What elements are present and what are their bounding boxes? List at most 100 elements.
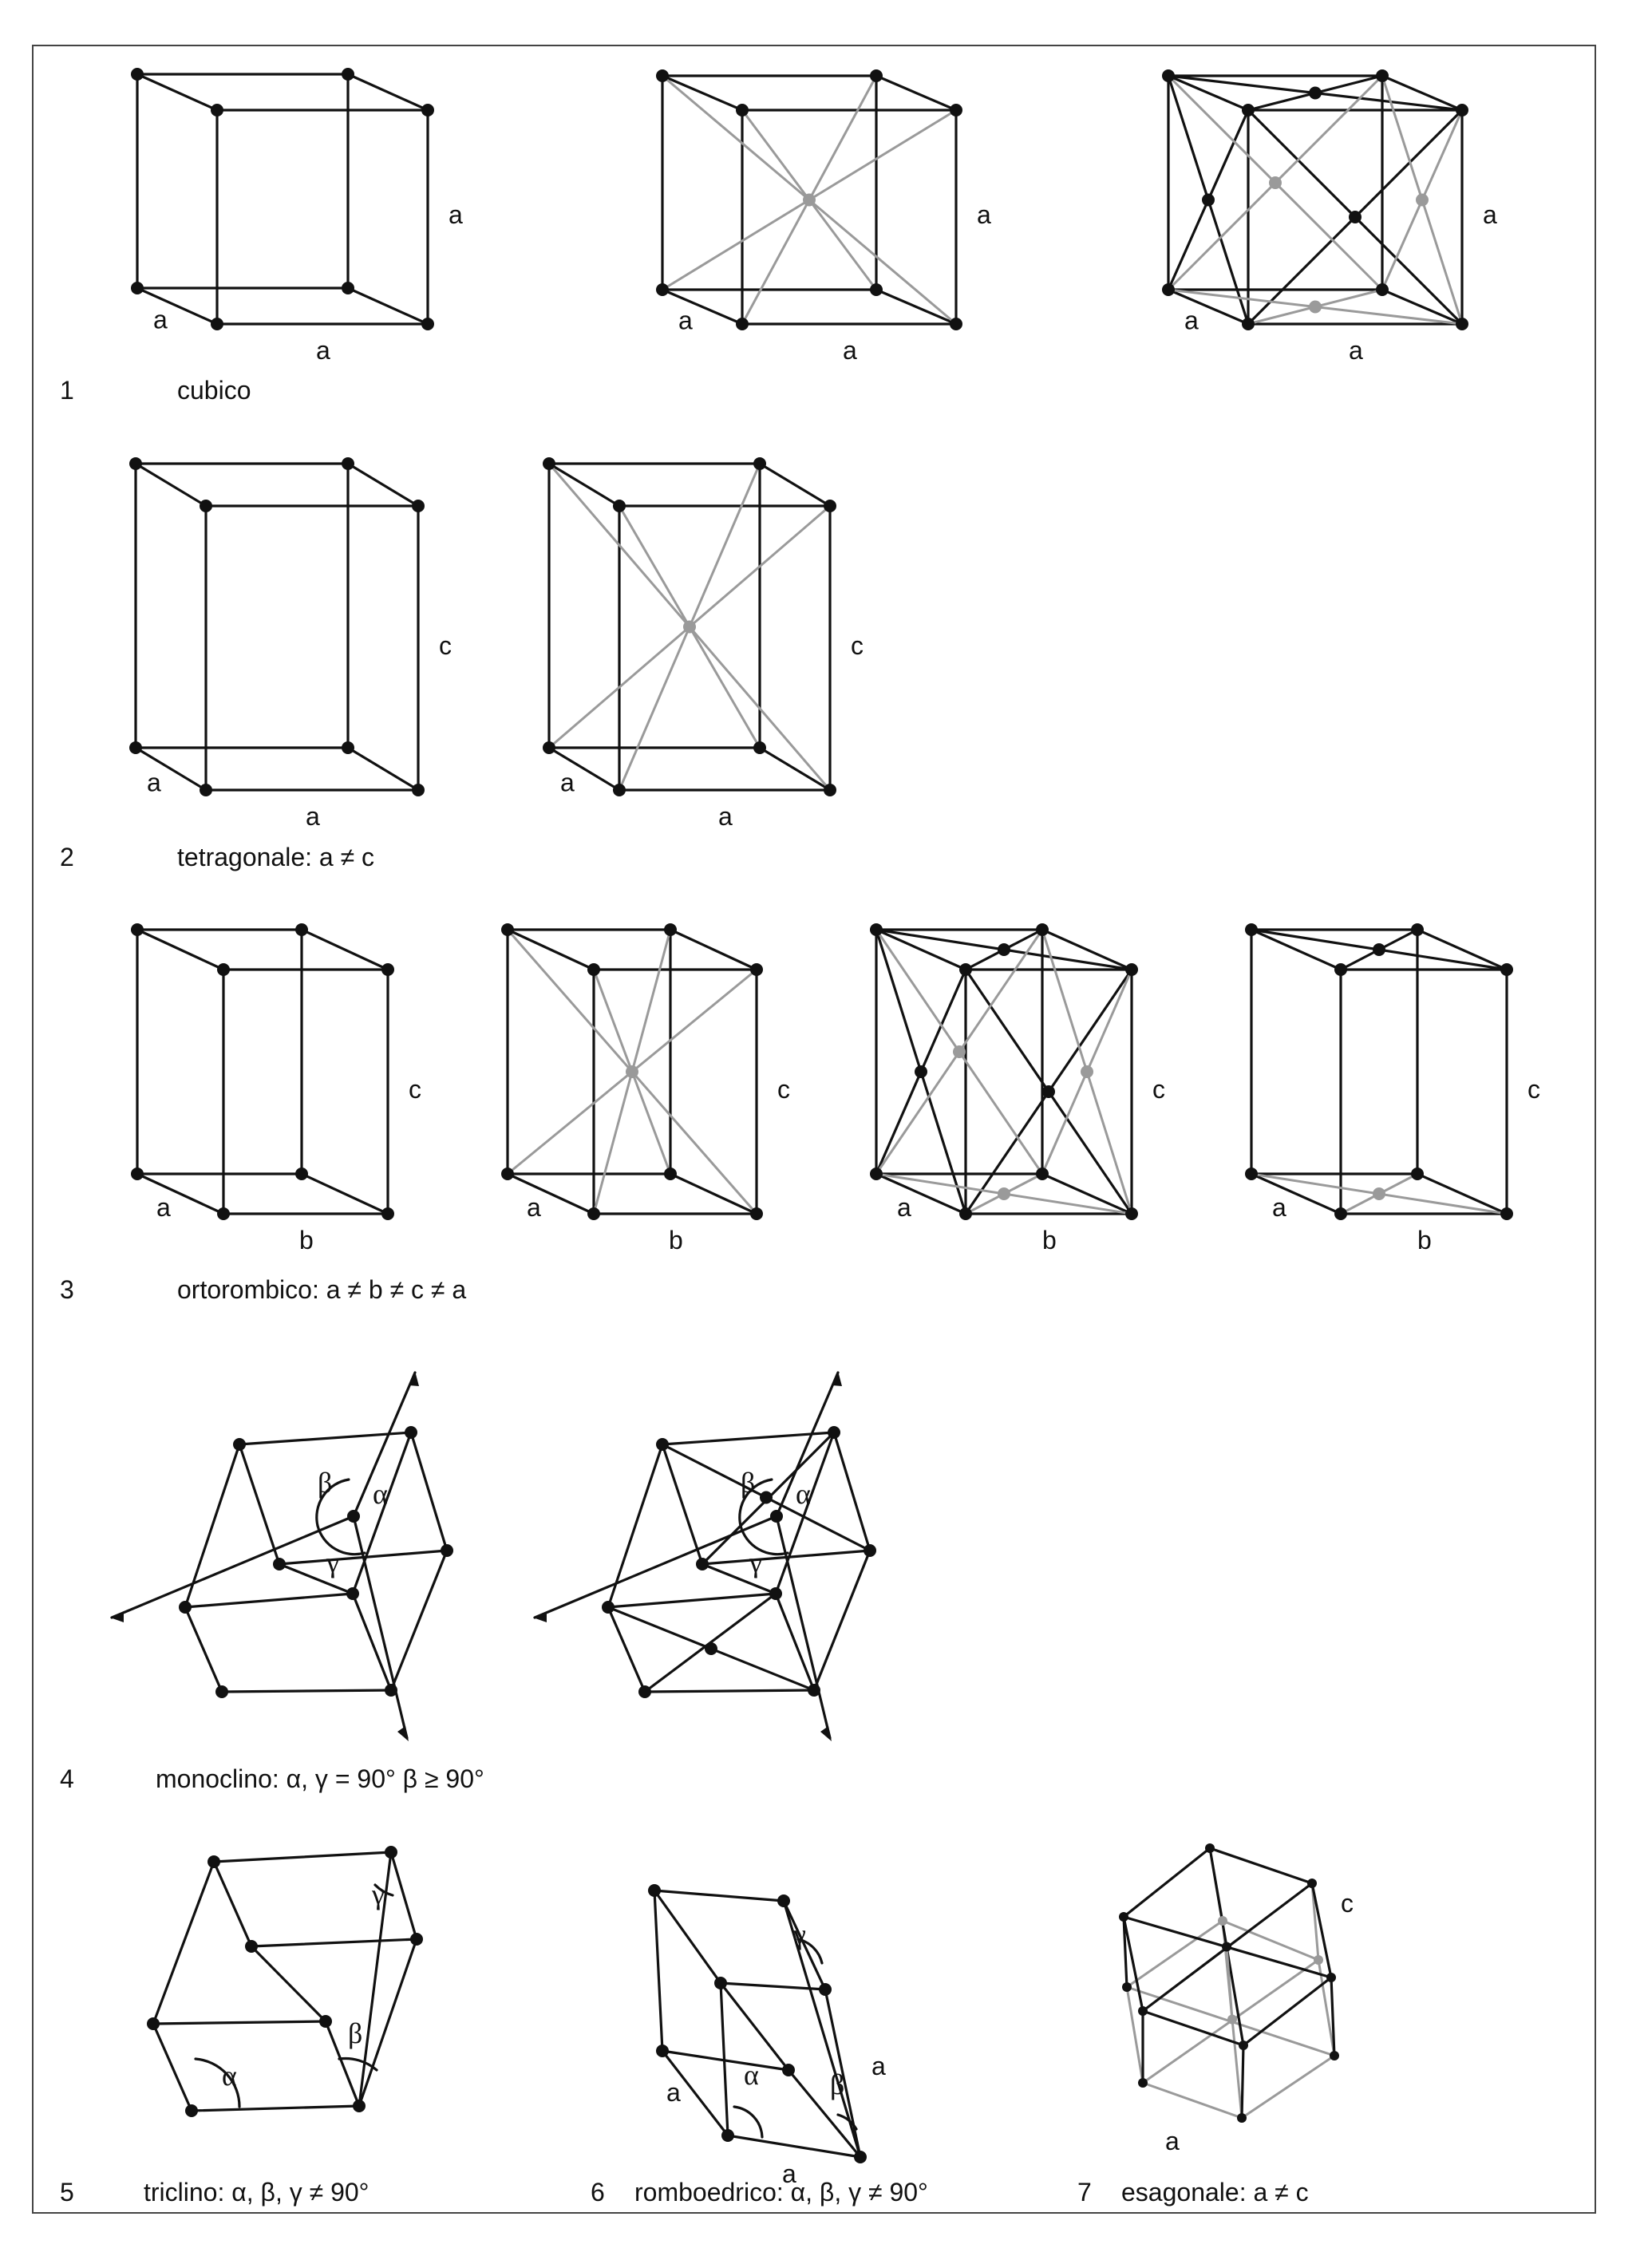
angle-arc-beta <box>315 1478 350 1527</box>
edge-label-height: c <box>409 1075 421 1104</box>
row-number: 7 <box>1077 2178 1092 2207</box>
lattice-point <box>1162 283 1175 296</box>
lattice-point <box>1411 923 1424 936</box>
edge-line <box>1250 928 1342 971</box>
edge-line <box>134 462 207 508</box>
edge-line <box>136 1172 225 1215</box>
edge-line <box>787 2068 862 2159</box>
lattice-point <box>233 1438 246 1451</box>
edge-line <box>774 1431 836 1595</box>
lattice-point <box>864 1544 876 1557</box>
row-number: 2 <box>60 843 74 871</box>
edge-line <box>775 1371 840 1518</box>
lattice-point <box>405 1426 417 1439</box>
lattice-point <box>870 1167 883 1180</box>
lattice-point <box>295 923 308 936</box>
cubic-body-centered: a a a <box>656 69 991 365</box>
cubic-face-centered: a a a <box>1162 69 1497 365</box>
hidden-lattice-point <box>1269 176 1282 189</box>
lattice-point <box>501 923 514 936</box>
edge-line <box>190 2104 361 2112</box>
edge-line <box>701 1563 777 1595</box>
monoclinic-base-centered: β α γ <box>533 1371 876 1741</box>
edge-label-height: c <box>1152 1075 1165 1104</box>
hidden-lattice-point <box>1373 1187 1385 1200</box>
edge-line <box>661 1443 704 1566</box>
edge-line <box>875 288 958 326</box>
angle-label-beta: β <box>348 2017 362 2049</box>
row-number: 3 <box>60 1275 74 1304</box>
edge-line <box>547 462 621 508</box>
lattice-point <box>753 741 766 754</box>
lattice-point <box>342 741 354 754</box>
lattice-point <box>782 2064 795 2076</box>
lattice-point <box>824 784 836 796</box>
lattice-point <box>959 963 972 976</box>
lattice-point <box>1122 1982 1132 1992</box>
edge-line <box>152 2020 327 2025</box>
lattice-point <box>1330 2051 1339 2060</box>
lattice-point <box>769 1587 782 1600</box>
lattice-point <box>950 104 962 117</box>
lattice-point <box>342 68 354 81</box>
lattice-point <box>441 1544 453 1557</box>
edge-line <box>758 462 832 508</box>
edge-line <box>506 928 595 971</box>
edge-label-width: b <box>669 1226 683 1254</box>
edge-line <box>136 286 219 326</box>
lattice-point <box>1242 318 1255 330</box>
lattice-point <box>1326 1973 1336 1982</box>
edge-line <box>1141 2009 1245 2047</box>
edge-line <box>824 1988 862 2159</box>
lattice-point <box>412 500 425 512</box>
lattice-point <box>750 963 763 976</box>
edge-line <box>351 1592 393 1692</box>
edge-label-width: a <box>718 802 733 831</box>
row-number: 4 <box>60 1764 74 1793</box>
hidden-lattice-point <box>1227 2014 1237 2025</box>
edge-line <box>212 1860 253 1948</box>
figure-frame <box>32 45 1596 2214</box>
edge-line <box>1142 2081 1243 2120</box>
lattice-point <box>1307 1879 1317 1888</box>
lattice-point <box>200 500 212 512</box>
edge-line <box>300 1172 389 1215</box>
edge-line <box>782 1899 827 1991</box>
angle-arc-gamma <box>796 1938 824 1965</box>
edge-line <box>358 1938 418 2108</box>
lattice-point <box>714 1977 727 1989</box>
edge-line <box>701 1549 871 1566</box>
edge-line <box>661 2049 729 2137</box>
lattice-point <box>353 2100 366 2112</box>
angle-label-gamma: γ <box>749 1547 762 1578</box>
edge-line <box>875 1172 967 1215</box>
edge-line <box>184 1606 223 1693</box>
lattice-point <box>1242 104 1255 117</box>
lattice-point <box>736 104 749 117</box>
edge-line <box>346 286 429 326</box>
lattice-point <box>870 283 883 296</box>
lattice-point <box>1376 69 1389 82</box>
hidden-lattice-point <box>1416 193 1429 207</box>
edge-line <box>238 1443 281 1566</box>
edge-label-width: b <box>1042 1226 1057 1254</box>
axis-arrow <box>397 1726 409 1741</box>
lattice-point <box>211 104 223 117</box>
angle-arc-gamma <box>739 1524 789 1556</box>
lattice-point <box>200 784 212 796</box>
lattice-point <box>750 1207 763 1220</box>
lattice-point <box>613 784 626 796</box>
edge-label-width: b <box>299 1226 314 1254</box>
lattice-point <box>753 457 766 470</box>
lattice-point <box>870 923 883 936</box>
lattice-point <box>1237 2113 1247 2123</box>
hidden-lattice-point <box>1314 1955 1323 1965</box>
edge-line <box>782 1899 862 2159</box>
lattice-point <box>410 1933 423 1946</box>
lattice-point <box>613 500 626 512</box>
lattice-point <box>602 1601 615 1614</box>
lattice-point <box>1245 1167 1258 1180</box>
lattice-point <box>1036 1167 1049 1180</box>
lattice-point <box>421 318 434 330</box>
lattice-point <box>319 2015 332 2028</box>
